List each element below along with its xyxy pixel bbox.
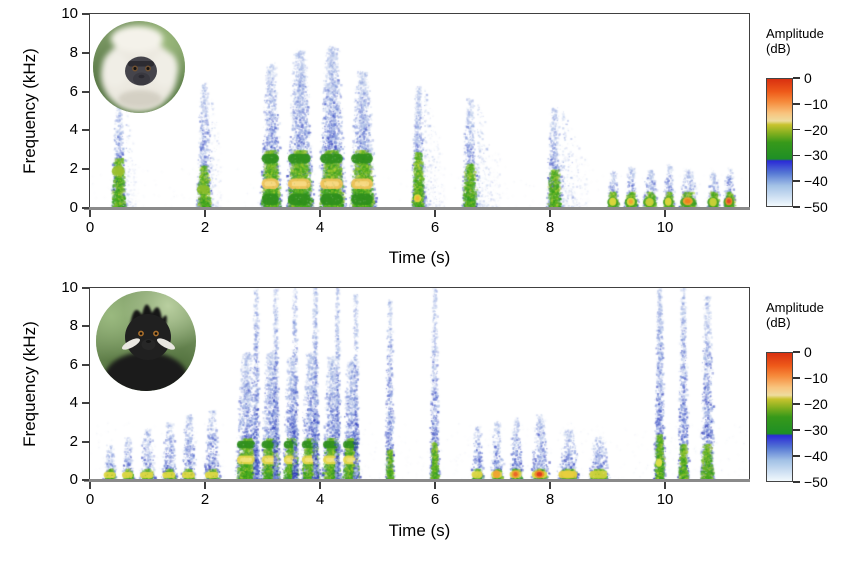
y-tick-mark (82, 207, 89, 209)
x-tick-label: 10 (656, 491, 674, 508)
x-axis-line-bottom (84, 479, 750, 482)
y-tick-label: 6 (69, 82, 78, 100)
colorbar-tick-label: −30 (804, 147, 828, 164)
y-tick-mark (82, 325, 89, 328)
y-tick-mark (82, 479, 89, 481)
y-tick-label: 0 (69, 471, 78, 488)
colorbar-tick-mark (793, 154, 800, 157)
colorbar-title-line1: Amplitude (766, 26, 824, 41)
colorbar-tick-mark (793, 180, 800, 182)
x-tick-mark (89, 481, 91, 489)
gray-langur-photo (93, 21, 185, 113)
y-tick-mark (82, 402, 89, 405)
y-axis-title-bottom: Frequency (kHz) (20, 321, 39, 447)
colorbar-tick-mark (793, 481, 800, 483)
y-tick-label: 10 (61, 279, 78, 296)
colorbar-tick-mark (793, 403, 800, 405)
x-tick-label: 8 (545, 219, 555, 236)
y-tick-mark (82, 51, 89, 54)
y-tick-label: 0 (69, 199, 78, 216)
colorbar-tick-mark (793, 455, 800, 457)
colorbar-title-bottom: Amplitude (dB) (766, 300, 824, 330)
x-tick-label: 6 (430, 219, 440, 236)
colorbar-tick-label: −10 (804, 95, 828, 112)
colorbar-title-top: Amplitude (dB) (766, 26, 824, 56)
y-tick-label: 8 (69, 317, 78, 335)
y-tick-mark (82, 363, 89, 366)
x-tick-label: 4 (315, 491, 325, 508)
x-tick-mark (319, 481, 322, 489)
x-tick-mark (434, 481, 437, 489)
x-tick-mark (434, 209, 437, 217)
y-axis-title-top: Frequency (kHz) (20, 48, 39, 174)
colorbar-title-line2: (dB) (766, 41, 791, 56)
colorbar-tick-label: 0 (804, 344, 812, 360)
francois-langur-illustration (104, 304, 188, 391)
x-axis-line-top (84, 207, 750, 210)
colorbar-tick-label: −50 (804, 474, 828, 490)
y-tick-mark (82, 168, 89, 171)
colorbar-tick-label: −50 (804, 199, 828, 215)
colorbar-gradient-bottom (766, 352, 793, 482)
y-tick-label: 2 (69, 432, 78, 450)
x-tick-mark (549, 209, 552, 217)
y-tick-mark (82, 287, 89, 289)
x-tick-mark (89, 209, 91, 217)
colorbar-tick-mark (793, 377, 800, 379)
x-tick-label: 8 (545, 491, 555, 508)
colorbar-tick-mark (793, 351, 800, 353)
colorbar-title-line1: Amplitude (766, 300, 824, 315)
x-tick-label: 0 (85, 219, 95, 236)
x-tick-mark (549, 481, 552, 489)
colorbar-tick-mark (793, 77, 800, 79)
y-tick-label: 4 (69, 121, 78, 139)
y-tick-label: 6 (69, 355, 78, 373)
colorbar-tick-label: −20 (804, 121, 828, 138)
x-tick-label: 4 (315, 219, 325, 236)
x-tick-label: 2 (200, 491, 210, 508)
x-tick-label: 2 (200, 219, 210, 236)
x-tick-mark (319, 209, 322, 217)
spectrogram-canvas-bottom (90, 288, 749, 480)
colorbar-tick-mark (793, 429, 800, 431)
francois-langur-photo (96, 291, 196, 391)
y-tick-label: 4 (69, 394, 78, 412)
y-tick-label: 10 (61, 5, 78, 22)
x-axis-title-bottom: Time (s) (388, 521, 451, 540)
colorbar-tick-label: −30 (804, 422, 828, 438)
colorbar-tick-label: −40 (804, 448, 828, 464)
colorbar-tick-mark (793, 206, 800, 208)
spectrogram-canvas-top (90, 14, 749, 208)
colorbar-tick-mark (793, 103, 800, 105)
x-tick-label: 10 (656, 219, 674, 236)
y-tick-mark (82, 129, 89, 132)
y-tick-label: 2 (69, 160, 78, 178)
colorbar-tick-label: −20 (804, 396, 828, 412)
colorbar-tick-label: −40 (804, 173, 828, 190)
colorbar-title-line2: (dB) (766, 315, 791, 330)
colorbar-tick-label: −10 (804, 370, 828, 386)
x-tick-mark (664, 481, 667, 489)
x-tick-mark (204, 481, 206, 489)
y-tick-mark (82, 13, 89, 15)
x-tick-mark (664, 209, 667, 217)
colorbar-gradient-top (766, 78, 793, 207)
colorbar-tick-mark (793, 128, 800, 131)
colorbar-tick-label: 0 (804, 70, 812, 86)
x-tick-mark (204, 209, 206, 217)
y-tick-mark (82, 90, 89, 93)
y-tick-mark (82, 440, 89, 443)
x-tick-label: 6 (430, 491, 440, 508)
y-tick-label: 8 (69, 43, 78, 61)
x-tick-label: 0 (85, 491, 95, 508)
x-axis-title-top: Time (s) (388, 248, 451, 267)
gray-langur-illustration (101, 26, 178, 111)
